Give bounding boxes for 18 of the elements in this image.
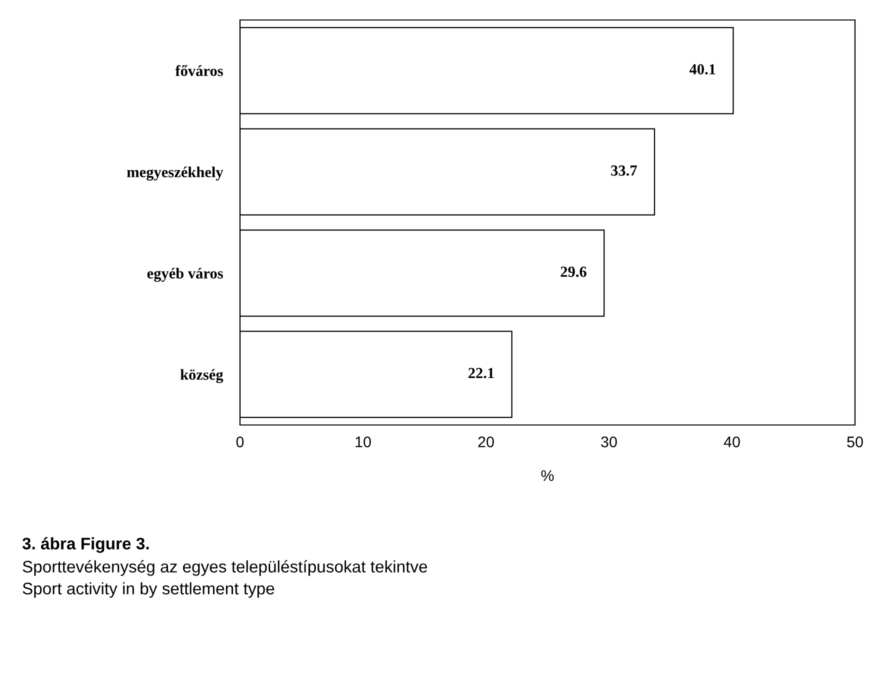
y-tick-label: megyeszékhely (127, 166, 224, 181)
data-label: 22.1 (468, 368, 494, 378)
text: 3. ábra Figure 3. (22, 537, 149, 553)
x-tick-label: 40 (724, 436, 740, 448)
x-tick-label: 50 (847, 436, 863, 448)
text: Sport activity in by settlement type (22, 582, 274, 598)
data-label: 29.6 (560, 266, 586, 278)
data-label: 40.1 (689, 64, 716, 75)
x-tick-label: 0 (236, 436, 244, 448)
text: Sporttevékenység az egyes településtípusokat tekintve (22, 560, 428, 576)
y-tick-label: község (180, 369, 224, 384)
data-label: 33.7 (611, 165, 637, 176)
y-tick-label: főváros (175, 65, 223, 76)
x-tick-label: 20 (478, 436, 494, 448)
y-tick-label: egyéb város (147, 268, 223, 282)
x-axis-title: % (541, 470, 554, 481)
x-tick-label: 10 (356, 436, 371, 448)
x-tick-label: 30 (601, 436, 617, 448)
